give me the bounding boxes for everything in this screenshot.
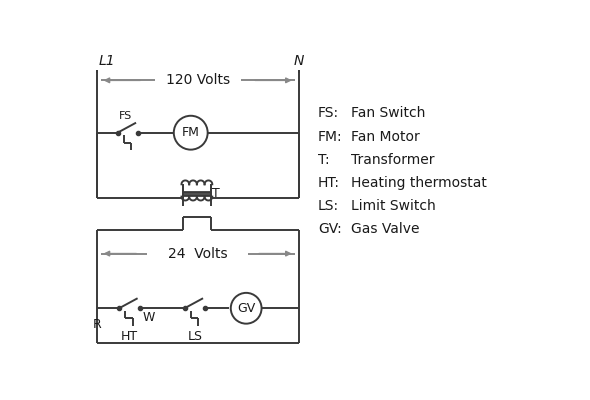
Text: L1: L1	[99, 54, 115, 68]
Text: 120 Volts: 120 Volts	[166, 73, 230, 87]
Text: Fan Motor: Fan Motor	[351, 130, 419, 144]
Text: R: R	[93, 318, 101, 330]
Text: HT:: HT:	[318, 176, 340, 190]
Text: Heating thermostat: Heating thermostat	[351, 176, 487, 190]
Text: N: N	[293, 54, 304, 68]
Text: LS: LS	[188, 330, 202, 343]
Text: FM: FM	[182, 126, 199, 139]
Text: 24  Volts: 24 Volts	[168, 246, 228, 260]
Text: GV: GV	[237, 302, 255, 315]
Text: T:: T:	[318, 153, 329, 167]
Text: FS: FS	[119, 111, 132, 121]
Text: Gas Valve: Gas Valve	[351, 222, 419, 236]
Text: FS:: FS:	[318, 106, 339, 120]
Text: T: T	[212, 187, 220, 200]
Text: W: W	[142, 310, 155, 324]
Text: GV:: GV:	[318, 222, 342, 236]
Text: LS:: LS:	[318, 199, 339, 213]
Text: Limit Switch: Limit Switch	[351, 199, 435, 213]
Text: HT: HT	[121, 330, 138, 343]
Text: FM:: FM:	[318, 130, 342, 144]
Text: Fan Switch: Fan Switch	[351, 106, 425, 120]
Text: Transformer: Transformer	[351, 153, 434, 167]
